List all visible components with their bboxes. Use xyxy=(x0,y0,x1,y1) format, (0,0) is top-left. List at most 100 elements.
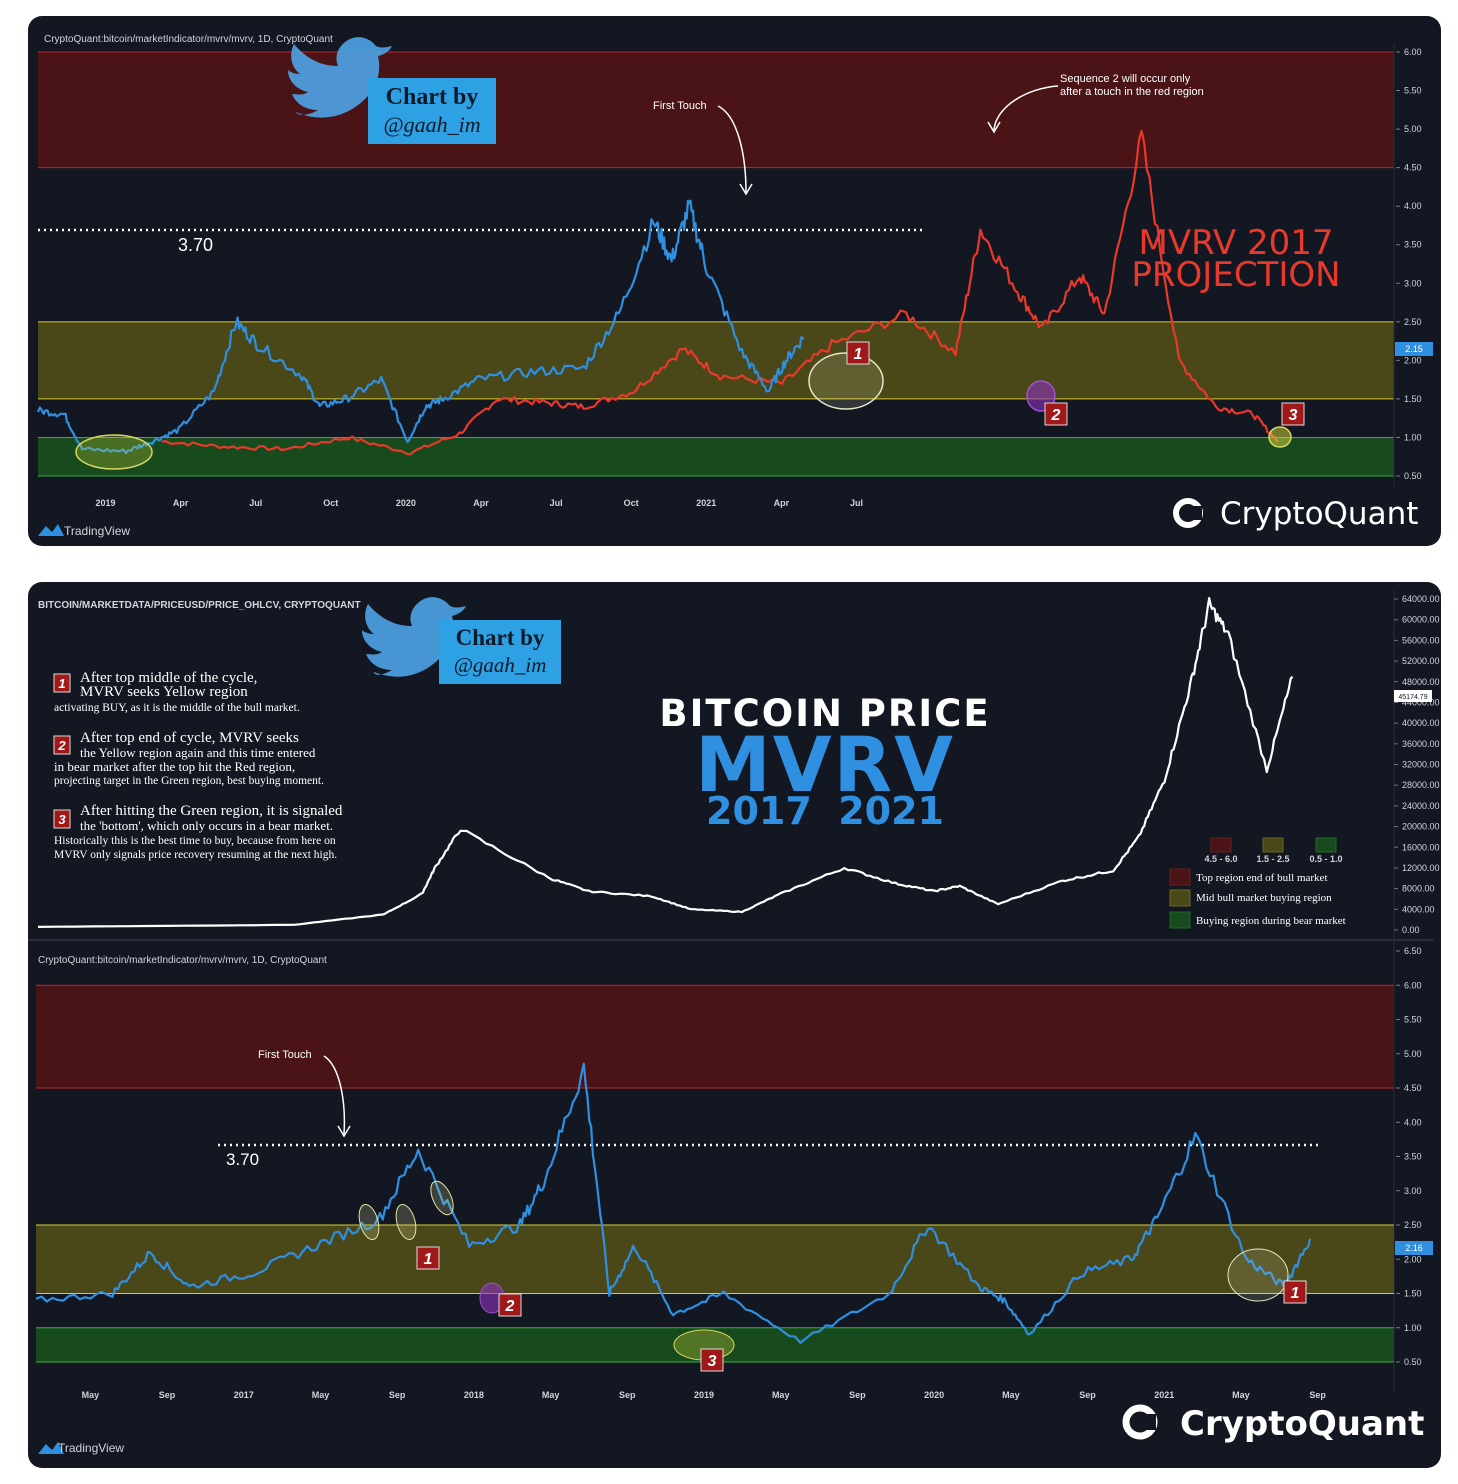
series-line-0-0 xyxy=(36,199,805,455)
y-tick-label: 0.50 xyxy=(1404,471,1422,481)
mvrv-y-axis: 6.50 6.00 5.50 5.00 4.50 4.00 3.50 3.00 2.50 2.00… xyxy=(1396,946,1422,1367)
highlight-seq3 xyxy=(1268,426,1292,448)
marker-2: 2 xyxy=(498,1293,522,1317)
legend-range-red: 4.5 - 6.0 xyxy=(1204,854,1237,864)
x-tick-label: 2020 xyxy=(396,498,416,508)
highlight-touch-c xyxy=(430,1180,454,1216)
legend: 4.5 - 6.0 1.5 - 2.5 0.5 - 1.0 Top region… xyxy=(1169,837,1346,929)
svg-text:2.16: 2.16 xyxy=(1405,1243,1423,1253)
highlight-jul-2021 xyxy=(1227,1248,1289,1302)
svg-text:After top middle of the cycle,: After top middle of the cycle, xyxy=(80,670,257,686)
first-touch-annotation: First Touch xyxy=(258,1049,312,1061)
y-axis: 6.00 5.50 5.00 4.50 4.00 3.50 3.00 2.50 2.00 1.50… xyxy=(1396,47,1422,481)
legend-range-green: 0.5 - 1.0 xyxy=(1309,854,1342,864)
y-tick-label: 2.50 xyxy=(1404,317,1422,327)
y-tick-label: 3.00 xyxy=(1404,1186,1422,1196)
y-tick-label: 2.50 xyxy=(1404,1220,1422,1230)
svg-text:After hitting the Green region: After hitting the Green region, it is si… xyxy=(80,803,343,819)
projection-title-line1: MVRV 2017 xyxy=(1139,223,1334,263)
svg-text:3: 3 xyxy=(1289,407,1298,424)
y-tick-label: 1.00 xyxy=(1404,432,1422,442)
series-line-0-1 xyxy=(162,129,1279,456)
y-tick-label: 32000.00 xyxy=(1402,760,1440,770)
y-tick-label: 5.00 xyxy=(1404,1049,1422,1059)
x-tick-label: May xyxy=(542,1390,560,1400)
reference-label: 3.70 xyxy=(226,1150,259,1169)
title-mvrv: MVRV xyxy=(695,720,955,809)
svg-text:2.15: 2.15 xyxy=(1405,344,1423,354)
zones xyxy=(36,984,1394,1363)
y-tick-label: 4.00 xyxy=(1404,1117,1422,1127)
y-tick-label: 56000.00 xyxy=(1402,635,1440,645)
svg-text:in bear market after the top h: in bear market after the top hit the Red… xyxy=(54,759,295,774)
svg-text:45174.79: 45174.79 xyxy=(1398,694,1427,701)
x-tick-label: Oct xyxy=(323,498,338,508)
mvrv-x-axis: May Sep 2017 May Sep 2018 May Sep 2019 May Sep 2020… xyxy=(82,1390,1327,1400)
x-tick-label: 2021 xyxy=(696,498,716,508)
legend-green: Buying region during bear market xyxy=(1196,915,1346,927)
mvrv-current-badge: 2.16 xyxy=(1395,1241,1433,1255)
reference-label: 3.70 xyxy=(178,235,213,255)
y-tick-label: 4000.00 xyxy=(1402,904,1435,914)
y-tick-label: 60000.00 xyxy=(1402,615,1440,625)
svg-text:2: 2 xyxy=(505,1298,515,1315)
y-tick-label: 5.50 xyxy=(1404,1015,1422,1025)
credit-line2: @gaah_im xyxy=(454,653,547,677)
projection-title-line2: PROJECTION xyxy=(1131,255,1340,295)
price-current-badge: 45174.79 xyxy=(1394,690,1432,702)
x-tick-label: 2020 xyxy=(924,1390,944,1400)
svg-text:2: 2 xyxy=(57,738,66,753)
svg-text:MVRV only signals price recove: MVRV only signals price recovery resumin… xyxy=(54,849,337,861)
credit-line2: @gaah_im xyxy=(383,112,480,137)
marker-1a: 1 xyxy=(416,1246,440,1270)
seq2-annotation-line2: after a touch in the red region xyxy=(1060,86,1204,98)
legend-red: Top region end of bull market xyxy=(1196,872,1328,884)
zone-red xyxy=(38,52,1394,168)
marker-1b: 1 xyxy=(1283,1280,1307,1304)
svg-text:Historically this is the best: Historically this is the best time to bu… xyxy=(54,835,336,847)
price-y-axis: 64000.00 60000.00 56000.00 52000.00 48000.00… xyxy=(1394,594,1440,935)
x-tick-label: 2019 xyxy=(694,1390,714,1400)
series-line-2-0 xyxy=(35,1062,1312,1345)
svg-text:1: 1 xyxy=(1291,1285,1300,1302)
seq2-annotation-line1: Sequence 2 will occur only xyxy=(1060,73,1191,85)
svg-text:2: 2 xyxy=(1051,407,1061,424)
y-tick-label: 3.00 xyxy=(1404,278,1422,288)
y-tick-label: 6.00 xyxy=(1404,980,1422,990)
legend-yellow: Mid bull market buying region xyxy=(1196,892,1332,904)
mvrv-projection-panel: 3.70 6.00 5.50 5.00 4.50 4.00 3.50 3.00 2.50 2.0… xyxy=(28,16,1441,546)
note-1: 1 After top middle of the cycle, MVRV se… xyxy=(53,670,300,714)
svg-text:TradingView: TradingView xyxy=(64,524,130,538)
x-tick-label: Apr xyxy=(473,498,489,508)
y-tick-label: 2.00 xyxy=(1404,1254,1422,1264)
x-tick-label: Jul xyxy=(550,498,563,508)
svg-text:the Yellow region again and th: the Yellow region again and this time en… xyxy=(80,745,316,760)
y-tick-label: 1.50 xyxy=(1404,394,1422,404)
y-tick-label: 48000.00 xyxy=(1402,677,1440,687)
first-touch-arrow xyxy=(323,1055,346,1135)
x-tick-label: May xyxy=(312,1390,330,1400)
y-tick-label: 4.50 xyxy=(1404,163,1422,173)
marker-2: 2 xyxy=(1044,402,1068,426)
x-tick-label: Sep xyxy=(1309,1390,1326,1400)
y-tick-label: 6.50 xyxy=(1404,946,1422,956)
x-tick-label: 2018 xyxy=(464,1390,484,1400)
x-tick-label: May xyxy=(1232,1390,1250,1400)
x-tick-label: May xyxy=(82,1390,100,1400)
twitter-bird-icon xyxy=(288,37,392,118)
x-tick-label: Apr xyxy=(173,498,189,508)
y-tick-label: 6.00 xyxy=(1404,47,1422,57)
svg-text:3: 3 xyxy=(708,1353,717,1370)
current-value-badge: 2.15 xyxy=(1395,342,1433,356)
x-tick-label: Jul xyxy=(249,498,262,508)
marker-3: 3 xyxy=(1281,402,1305,426)
y-tick-label: 4.50 xyxy=(1404,1083,1422,1093)
highlight-touch-b xyxy=(395,1203,417,1241)
highlight-touch-a xyxy=(358,1203,380,1241)
y-tick-label: 0.00 xyxy=(1402,925,1420,935)
first-touch-annotation: First Touch xyxy=(653,100,707,112)
y-tick-label: 44000.00 xyxy=(1402,697,1440,707)
y-tick-label: 3.50 xyxy=(1404,1152,1422,1162)
x-tick-label: 2019 xyxy=(96,498,116,508)
note-3: 3 After hitting the Green region, it is … xyxy=(53,803,343,861)
